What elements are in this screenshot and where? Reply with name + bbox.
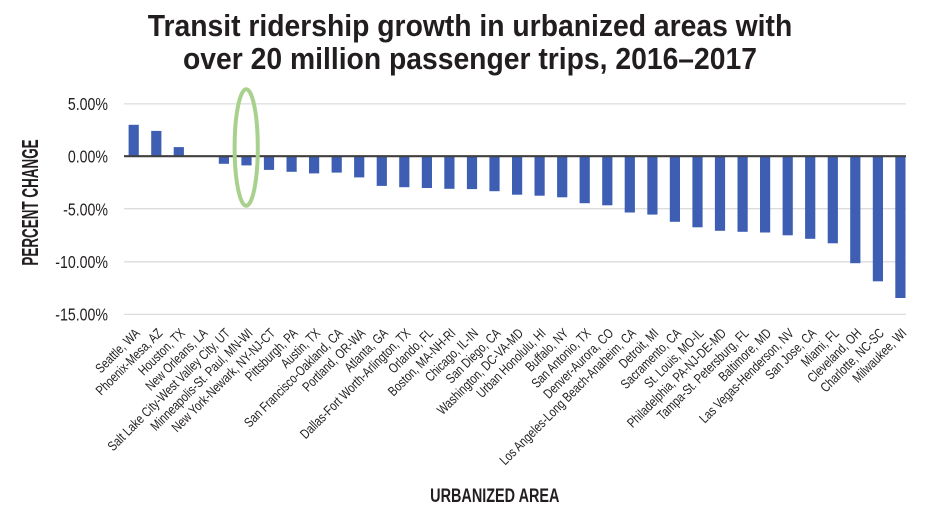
svg-text:over 20 million passenger trip: over 20 million passenger trips, 2016–20…	[183, 42, 757, 76]
svg-text:-5.00%: -5.00%	[63, 201, 108, 220]
svg-text:-15.00%: -15.00%	[55, 306, 108, 325]
svg-text:5.00%: 5.00%	[68, 96, 108, 115]
svg-text:-10.00%: -10.00%	[55, 254, 108, 273]
svg-text:URBANIZED AREA: URBANIZED AREA	[430, 484, 559, 507]
svg-text:0.00%: 0.00%	[68, 148, 108, 167]
svg-text:PERCENT CHANGE: PERCENT CHANGE	[17, 139, 43, 265]
svg-text:Transit ridership growth in ur: Transit ridership growth in urbanized ar…	[148, 9, 792, 43]
